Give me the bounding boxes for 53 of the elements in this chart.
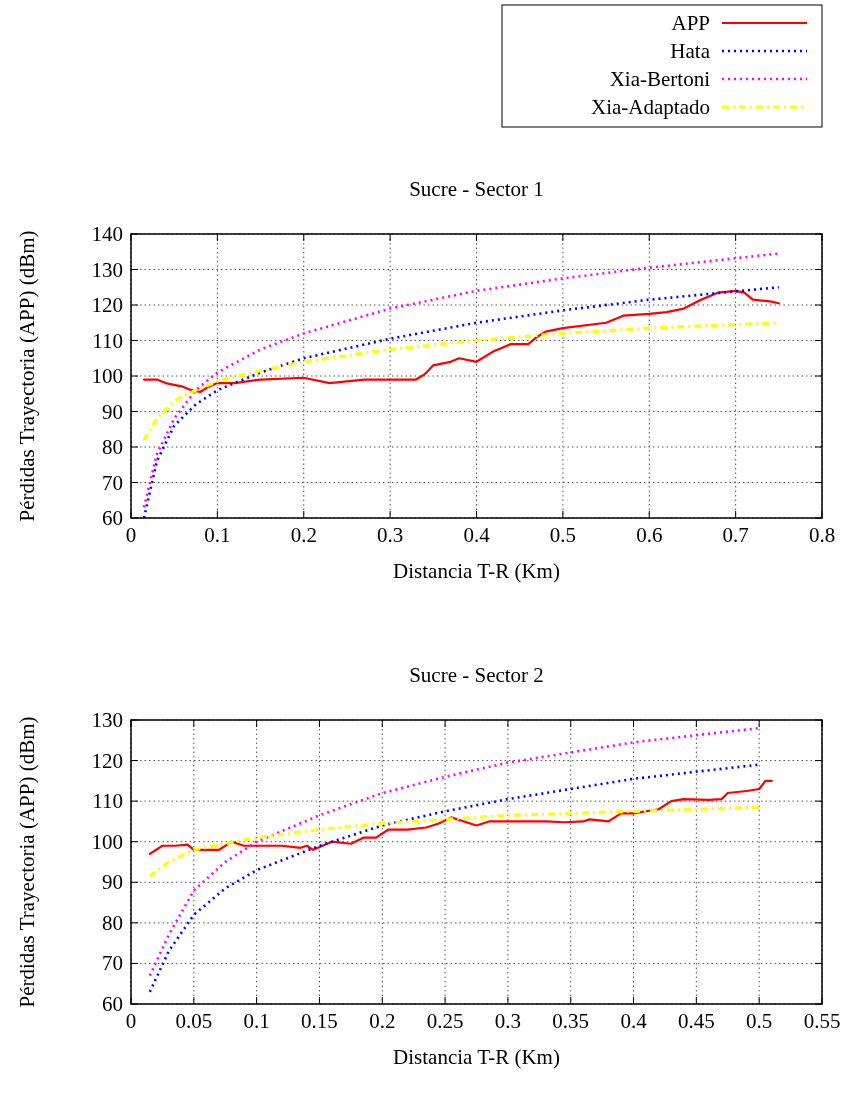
- x-tick-label: 0.15: [301, 1009, 338, 1033]
- x-tick-label: 0.4: [463, 523, 491, 547]
- x-tick-label: 0: [125, 1009, 137, 1033]
- x-tick-label: 0: [125, 523, 137, 547]
- x-tick-label: 0.2: [290, 523, 317, 547]
- x-tick-label: 0.1: [204, 523, 231, 547]
- line-series: [142, 285, 781, 520]
- y-axis-title: Pérdidas Trayectoria (APP) (dBm): [15, 716, 39, 1008]
- x-tick-label: 0.3: [494, 1009, 522, 1033]
- x-tick-label: 0.3: [377, 523, 404, 547]
- x-tick-label: 0.5: [549, 523, 576, 547]
- x-tick-label: 0.6: [636, 523, 663, 547]
- y-tick-label: 120: [91, 748, 123, 773]
- x-tick-label: 0.25: [426, 1009, 464, 1033]
- y-axis-title: Pérdidas Trayectoria (APP) (dBm): [15, 230, 39, 522]
- legend-label: Xia-Bertoni: [609, 67, 711, 91]
- y-tick-label: 130: [91, 257, 123, 282]
- line-series: [142, 289, 780, 394]
- y-tick-label: 140: [91, 222, 123, 246]
- y-tick-label: 60: [102, 992, 123, 1016]
- y-tick-label: 110: [92, 328, 123, 353]
- x-tick-label: 0.1: [243, 1009, 270, 1033]
- y-tick-label: 60: [102, 506, 123, 530]
- y-tick-label: 70: [102, 951, 123, 976]
- y-tick-label: 80: [102, 910, 123, 935]
- legend-label: Hata: [670, 39, 711, 63]
- line-series: [148, 805, 761, 878]
- line-series: [148, 726, 761, 977]
- y-tick-label: 90: [102, 870, 123, 895]
- y-tick-label: 90: [102, 399, 123, 424]
- y-tick-label: 100: [91, 364, 123, 388]
- x-tick-label: 0.05: [175, 1009, 213, 1033]
- x-tick-label: 0.45: [677, 1009, 715, 1033]
- x-tick-label: 0.5: [746, 1009, 773, 1033]
- y-tick-label: 110: [92, 789, 123, 814]
- x-tick-label: 0.8: [808, 523, 836, 547]
- x-tick-label: 0.4: [620, 1009, 648, 1033]
- y-tick-label: 70: [102, 470, 123, 495]
- y-tick-label: 80: [102, 435, 123, 459]
- x-tick-label: 0.35: [552, 1009, 590, 1033]
- y-tick-label: 130: [91, 708, 123, 732]
- x-axis-title: Distancia T-R (Km): [393, 559, 560, 583]
- legend-label: APP: [671, 11, 710, 35]
- x-axis-title: Distancia T-R (Km): [393, 1045, 560, 1069]
- chart-title: Sucre - Sector 1: [409, 177, 544, 201]
- x-tick-label: 0.2: [369, 1009, 396, 1033]
- line-series: [148, 779, 773, 855]
- y-tick-label: 120: [91, 293, 123, 317]
- x-tick-label: 0.7: [722, 523, 749, 547]
- y-tick-label: 100: [91, 829, 123, 854]
- x-tick-label: 0.55: [803, 1009, 841, 1033]
- chart-title: Sucre - Sector 2: [409, 663, 544, 687]
- legend-label: Xia-Adaptado: [591, 95, 710, 119]
